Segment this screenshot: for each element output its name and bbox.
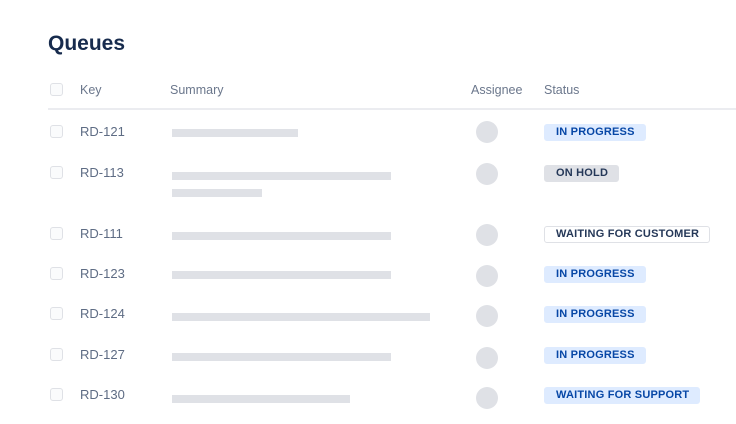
status-badge[interactable]: IN PROGRESS xyxy=(544,124,646,141)
row-checkbox[interactable] xyxy=(50,307,63,320)
column-header-key[interactable]: Key xyxy=(80,83,102,97)
status-badge[interactable]: IN PROGRESS xyxy=(544,347,646,364)
summary-placeholder xyxy=(172,232,391,240)
issue-key[interactable]: RD-121 xyxy=(80,124,125,139)
summary-placeholder xyxy=(172,395,350,403)
column-header-status[interactable]: Status xyxy=(544,83,580,97)
row-checkbox[interactable] xyxy=(50,125,63,138)
summary-placeholder xyxy=(172,189,262,197)
row-checkbox[interactable] xyxy=(50,267,63,280)
assignee-avatar[interactable] xyxy=(476,224,498,246)
status-badge[interactable]: WAITING FOR CUSTOMER xyxy=(544,226,711,243)
assignee-avatar[interactable] xyxy=(476,305,498,327)
row-checkbox[interactable] xyxy=(50,227,63,240)
status-badge[interactable]: WAITING FOR SUPPORT xyxy=(544,387,701,404)
column-header-summary[interactable]: Summary xyxy=(170,83,224,97)
issue-key[interactable]: RD-123 xyxy=(80,266,125,281)
status-badge[interactable]: IN PROGRESS xyxy=(544,266,646,283)
row-checkbox[interactable] xyxy=(50,166,63,179)
assignee-avatar[interactable] xyxy=(476,264,498,287)
assignee-avatar[interactable] xyxy=(476,346,498,369)
assignee-avatar[interactable] xyxy=(476,387,498,409)
assignee-avatar[interactable] xyxy=(476,162,498,185)
issue-key[interactable]: RD-130 xyxy=(80,387,125,402)
summary-placeholder xyxy=(172,172,391,180)
status-badge[interactable]: ON HOLD xyxy=(544,165,620,182)
issue-key[interactable]: RD-113 xyxy=(80,165,124,180)
column-header-assignee[interactable]: Assignee xyxy=(471,83,523,97)
status-badge[interactable]: IN PROGRESS xyxy=(544,306,646,323)
header-divider xyxy=(48,108,736,110)
select-all-checkbox[interactable] xyxy=(50,83,63,96)
page-title: Queues xyxy=(48,32,126,55)
summary-placeholder xyxy=(172,271,391,279)
issue-key[interactable]: RD-124 xyxy=(80,306,125,321)
row-checkbox[interactable] xyxy=(50,388,63,401)
assignee-avatar[interactable] xyxy=(476,121,498,143)
summary-placeholder xyxy=(172,313,430,321)
issue-key[interactable]: RD-127 xyxy=(80,347,125,362)
row-checkbox[interactable] xyxy=(50,348,63,361)
issue-key[interactable]: RD-111 xyxy=(80,226,123,241)
summary-placeholder xyxy=(172,353,391,361)
summary-placeholder xyxy=(172,129,298,137)
